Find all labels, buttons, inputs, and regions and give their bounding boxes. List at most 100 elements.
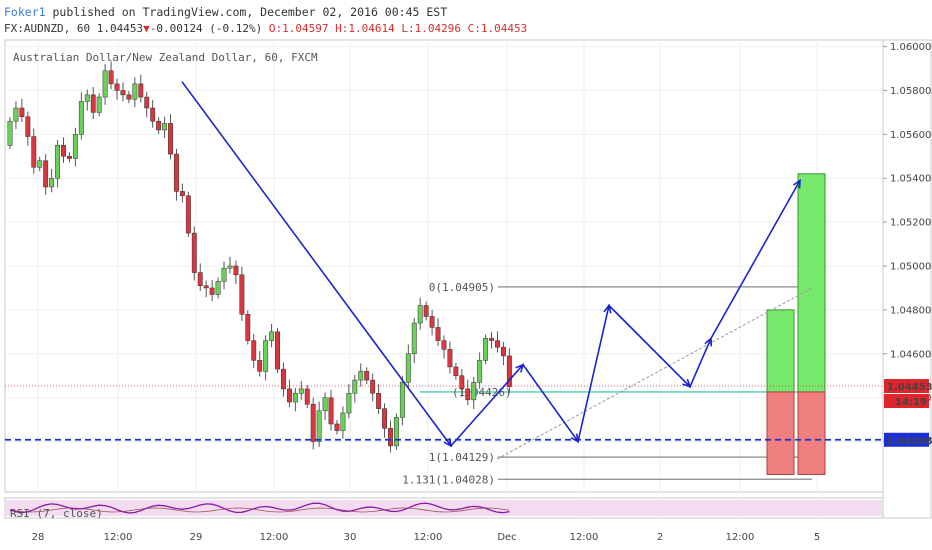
x-tick-label: 5 (814, 532, 820, 543)
candle-body (393, 417, 399, 447)
arrowhead-icon (603, 303, 612, 314)
candle-body (495, 340, 500, 348)
publish-info: published on TradingView.com, December 0… (45, 5, 448, 19)
candle-body (138, 83, 144, 98)
x-tick-label: 30 (344, 532, 357, 543)
candle-body (489, 338, 494, 341)
candle-body (292, 393, 298, 403)
support-text: 1.04208 (887, 436, 932, 447)
x-tick-label: Dec (497, 532, 516, 543)
fib-level-label: 1.131(1.04028) (402, 473, 495, 486)
candle-body (435, 327, 441, 341)
rsi-signal-line (9, 507, 510, 513)
axes: 1.06000 1.05800 1.05600 1.05400 1.05200 1.050… (32, 42, 932, 543)
countdown-badge (884, 394, 929, 409)
chart-title: Australian Dollar/New Zealand Dollar, 60… (13, 51, 318, 64)
y-tick-label: 1.06000 (890, 42, 931, 53)
candle-body (132, 83, 138, 100)
candle-body (405, 353, 411, 383)
candle-body (67, 156, 72, 159)
candle-body (13, 107, 19, 122)
x-tick-label: 12:00 (414, 532, 443, 543)
candle-body (251, 340, 257, 361)
candle-body (417, 305, 423, 324)
trade-boxes (766, 173, 826, 475)
fib-level-label: 0(1.04905) (429, 281, 495, 294)
candle-body (310, 403, 316, 442)
candle-body (156, 120, 162, 131)
candle-body (185, 195, 191, 234)
y-tick-label: 1.04600 (890, 349, 931, 360)
candle-body (441, 340, 447, 350)
arrowhead-icon (682, 378, 692, 388)
candle-body (84, 94, 90, 102)
symbol-info: FX:AUDNZD, 60 1.04453 (4, 22, 144, 35)
x-tick-label: 2 (657, 532, 663, 543)
candle-body (126, 94, 132, 100)
arrowhead-icon (515, 363, 525, 373)
candle-body (7, 120, 13, 146)
candle-body (25, 116, 31, 137)
candle-body (209, 287, 215, 295)
candle-body (483, 338, 489, 361)
loss-zone (766, 391, 795, 475)
pattern-drawing (5, 81, 883, 460)
x-tick-label: 29 (190, 532, 203, 543)
y-tick-label: 1.05800 (890, 86, 931, 97)
last-price-badge (884, 379, 929, 394)
candle-body (174, 153, 179, 192)
candle-body (506, 355, 512, 387)
candle-body (72, 134, 78, 159)
candlesticks (7, 61, 512, 453)
candle-body (399, 382, 405, 418)
symbol-header: FX:AUDNZD, 60 1.04453▼-0.00124 (-0.12%) … (4, 22, 527, 35)
pattern-path (181, 81, 801, 448)
candle-body (150, 107, 156, 122)
candle-body (191, 232, 197, 273)
candle-body (358, 371, 364, 381)
candle-body (382, 408, 387, 429)
candle-body (61, 145, 66, 157)
candle-body (227, 265, 233, 269)
publish-header: Foker1 published on TradingView.com, Dec… (4, 5, 447, 19)
candle-body (102, 70, 108, 98)
candle-body (477, 360, 483, 383)
candle-body (197, 272, 203, 286)
candle-body (328, 397, 334, 425)
candle-body (364, 371, 370, 381)
arrowhead-icon (570, 433, 580, 444)
candle-body (370, 379, 376, 394)
candle-body (429, 316, 435, 328)
candle-body (162, 123, 168, 131)
candle-body (322, 397, 328, 412)
candle-body (263, 340, 269, 372)
candle-body (203, 285, 209, 289)
loss-zone (797, 391, 826, 475)
candle-body (108, 70, 114, 85)
candle-body (31, 136, 37, 168)
candle-body (233, 265, 239, 276)
candle-body (269, 331, 275, 341)
candle-body (90, 94, 96, 113)
candle-body (316, 410, 322, 442)
candle-body (168, 123, 173, 155)
candle-body (55, 145, 61, 179)
y-tick-label: 1.05400 (890, 174, 931, 185)
down-arrow-icon: ▼ (143, 22, 150, 35)
arrowhead-icon (792, 178, 801, 189)
rsi-line (9, 502, 510, 514)
candle-body (459, 375, 465, 390)
candle-body (37, 160, 43, 168)
candle-body (43, 160, 49, 188)
candle-body (298, 388, 304, 394)
y-tick-label: 1.04800 (890, 305, 931, 316)
candle-body (120, 90, 126, 96)
candle-body (96, 96, 102, 113)
candle-body (257, 360, 263, 372)
candle-body (114, 83, 120, 91)
author-link[interactable]: Foker1 (4, 5, 46, 19)
ohlc-values: O:1.04597 H:1.04614 L:1.04296 C:1.04453 (262, 22, 528, 35)
countdown-text: 14:19 (895, 397, 927, 408)
support-badge (884, 432, 929, 447)
